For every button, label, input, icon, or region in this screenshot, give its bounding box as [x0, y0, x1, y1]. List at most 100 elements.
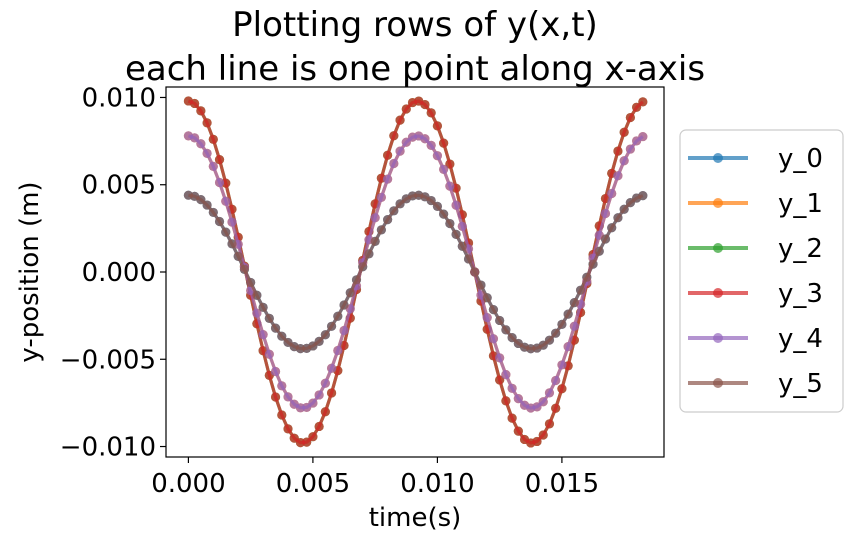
data-point — [507, 413, 517, 423]
legend-items: y_0 y_1 y_2 y_3 y_4 y_5 — [688, 144, 823, 399]
data-point — [395, 146, 405, 156]
data-point — [302, 437, 312, 447]
data-point — [326, 363, 337, 373]
data-point — [339, 325, 349, 336]
chart-title-line-1: Plotting rows of y(x,t) — [232, 5, 598, 45]
data-point — [389, 206, 399, 216]
data-point — [239, 264, 250, 274]
data-point — [482, 293, 492, 303]
data-point — [270, 392, 281, 402]
legend-label: y_1 — [778, 189, 823, 219]
data-point — [214, 177, 225, 188]
data-point — [364, 249, 374, 259]
data-point — [551, 375, 561, 386]
legend-label: y_3 — [778, 279, 823, 309]
legend-item-y-2: y_2 — [688, 234, 823, 264]
data-point — [333, 311, 343, 321]
data-point — [221, 196, 231, 206]
data-point — [507, 333, 517, 343]
data-point — [383, 150, 393, 160]
data-point — [320, 330, 330, 340]
data-point — [401, 137, 411, 147]
y-tick-label: −0.005 — [60, 345, 156, 375]
data-point — [376, 192, 386, 202]
data-point — [594, 246, 604, 256]
data-point — [308, 432, 318, 442]
legend-marker-swatch — [713, 198, 723, 208]
y-axis-label: y-position (m) — [15, 181, 45, 362]
data-point — [470, 267, 480, 277]
data-point — [569, 297, 579, 308]
data-point — [420, 99, 430, 110]
data-point — [432, 201, 443, 211]
data-point — [544, 419, 555, 429]
data-point — [445, 159, 455, 169]
data-point — [476, 280, 486, 290]
data-point — [190, 98, 200, 109]
data-point — [196, 195, 206, 205]
legend: y_0 y_1 y_2 y_3 y_4 y_5 — [679, 129, 844, 413]
legend-marker-swatch — [713, 243, 723, 253]
data-point — [607, 188, 617, 199]
data-point — [383, 174, 393, 184]
data-point — [538, 430, 548, 440]
data-point — [563, 309, 573, 319]
data-point — [214, 154, 225, 165]
data-point — [551, 328, 561, 338]
data-point — [252, 290, 262, 300]
data-point — [196, 139, 206, 149]
data-point — [221, 227, 231, 237]
data-point — [314, 421, 324, 432]
legend-label: y_4 — [778, 324, 823, 354]
legend-item-y-5: y_5 — [688, 369, 823, 399]
data-point — [513, 426, 523, 436]
data-point — [495, 375, 505, 385]
legend-item-y-3: y_3 — [688, 279, 823, 309]
data-point — [426, 108, 436, 118]
data-point — [376, 225, 386, 235]
data-point — [501, 396, 511, 406]
data-point — [370, 213, 380, 223]
data-point — [613, 213, 623, 223]
data-point — [538, 340, 548, 350]
data-point — [538, 397, 548, 407]
data-point — [252, 308, 262, 318]
data-point — [625, 144, 635, 154]
data-point — [613, 171, 623, 181]
legend-item-y-4: y_4 — [688, 324, 823, 354]
data-point — [488, 305, 499, 315]
data-point — [638, 97, 648, 107]
data-point — [389, 158, 399, 169]
data-point — [439, 138, 449, 148]
series-layer — [183, 96, 648, 448]
data-point — [432, 121, 443, 131]
y-tick-label: 0.010 — [82, 83, 156, 113]
data-point — [420, 134, 430, 144]
data-point — [202, 200, 212, 210]
legend-marker-swatch — [713, 333, 723, 343]
data-point — [208, 161, 218, 171]
data-point — [214, 216, 225, 227]
data-point — [613, 146, 623, 156]
data-point — [544, 335, 555, 345]
x-tick-label: 0.000 — [151, 469, 225, 499]
data-point — [320, 378, 330, 388]
data-point — [544, 388, 555, 398]
data-point — [532, 436, 542, 447]
data-point — [208, 134, 218, 144]
data-point — [258, 330, 268, 340]
data-point — [264, 349, 274, 359]
x-tick-label: 0.005 — [276, 469, 350, 499]
data-point — [532, 402, 542, 412]
data-point — [270, 323, 281, 333]
data-point — [395, 115, 405, 125]
data-point — [619, 204, 629, 214]
data-point — [619, 156, 629, 166]
data-point — [339, 300, 349, 310]
data-point — [358, 262, 368, 272]
data-point — [208, 207, 218, 218]
data-point — [233, 251, 243, 261]
data-point — [638, 131, 648, 142]
data-point — [370, 236, 380, 247]
data-point — [495, 315, 505, 326]
